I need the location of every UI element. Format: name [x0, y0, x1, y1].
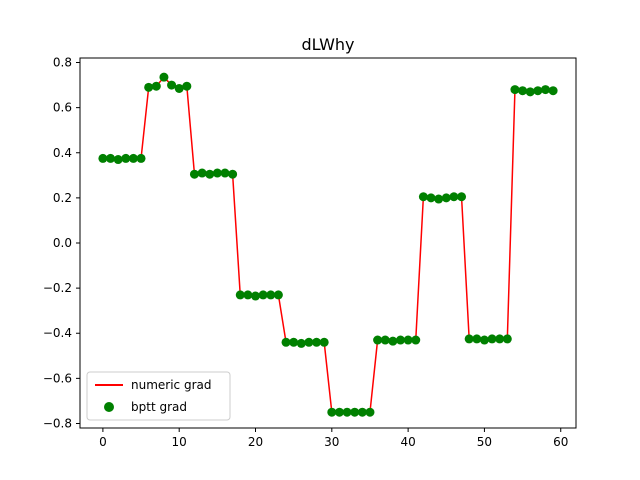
x-tick-label: 30 — [324, 435, 339, 449]
plot-area — [80, 58, 576, 428]
y-tick-label: 0.2 — [53, 191, 72, 205]
x-tick-label: 40 — [400, 435, 415, 449]
x-tick-label: 20 — [248, 435, 263, 449]
y-tick-label: −0.2 — [43, 281, 72, 295]
data-point-bptt-grad — [525, 87, 535, 97]
data-point-bptt-grad — [258, 290, 268, 300]
data-point-bptt-grad — [167, 80, 177, 90]
data-point-bptt-grad — [235, 290, 245, 300]
data-point-bptt-grad — [487, 334, 497, 344]
data-point-bptt-grad — [251, 291, 261, 301]
data-point-bptt-grad — [98, 153, 108, 163]
data-point-bptt-grad — [411, 335, 421, 345]
data-point-bptt-grad — [243, 290, 253, 300]
data-point-bptt-grad — [426, 193, 436, 203]
data-point-bptt-grad — [357, 407, 367, 417]
legend-swatch-bptt-grad — [104, 402, 114, 412]
data-point-bptt-grad — [304, 337, 314, 347]
data-point-bptt-grad — [136, 153, 146, 163]
data-point-bptt-grad — [342, 407, 352, 417]
data-point-bptt-grad — [228, 169, 238, 179]
data-point-bptt-grad — [121, 153, 131, 163]
data-point-bptt-grad — [182, 81, 192, 91]
data-point-bptt-grad — [327, 407, 337, 417]
data-point-bptt-grad — [128, 153, 138, 163]
data-point-bptt-grad — [472, 334, 482, 344]
data-point-bptt-grad — [189, 169, 199, 179]
legend: numeric grad bptt grad — [86, 371, 231, 421]
data-point-bptt-grad — [159, 72, 169, 82]
y-tick-label: 0.0 — [53, 236, 72, 250]
data-point-bptt-grad — [533, 86, 543, 96]
data-point-bptt-grad — [106, 153, 116, 163]
x-tick-label: 60 — [553, 435, 568, 449]
data-point-bptt-grad — [319, 337, 329, 347]
x-tick-label: 0 — [99, 435, 107, 449]
data-point-bptt-grad — [312, 337, 322, 347]
y-tick-label: 0.8 — [53, 56, 72, 70]
data-point-bptt-grad — [457, 192, 467, 202]
data-point-bptt-grad — [434, 194, 444, 204]
data-point-bptt-grad — [350, 407, 360, 417]
data-point-bptt-grad — [495, 334, 505, 344]
data-point-bptt-grad — [220, 168, 230, 178]
legend-label-numeric-grad: numeric grad — [131, 378, 211, 392]
y-tick-label: 0.6 — [53, 101, 72, 115]
data-point-bptt-grad — [464, 334, 474, 344]
y-tick-label: −0.6 — [43, 371, 72, 385]
data-point-bptt-grad — [289, 337, 299, 347]
data-point-bptt-grad — [174, 83, 184, 93]
data-point-bptt-grad — [418, 192, 428, 202]
data-point-bptt-grad — [334, 407, 344, 417]
data-point-bptt-grad — [479, 335, 489, 345]
data-point-bptt-grad — [449, 192, 459, 202]
data-point-bptt-grad — [373, 335, 383, 345]
y-tick-label: 0.4 — [53, 146, 72, 160]
x-tick-label: 50 — [477, 435, 492, 449]
series-layer — [98, 72, 558, 417]
data-point-bptt-grad — [266, 290, 276, 300]
data-point-bptt-grad — [502, 334, 512, 344]
data-point-bptt-grad — [281, 337, 291, 347]
data-point-bptt-grad — [197, 168, 207, 178]
data-point-bptt-grad — [365, 407, 375, 417]
data-point-bptt-grad — [518, 86, 528, 96]
data-point-bptt-grad — [510, 85, 520, 95]
x-tick-label: 10 — [172, 435, 187, 449]
data-point-bptt-grad — [151, 81, 161, 91]
legend-label-bptt-grad: bptt grad — [131, 400, 187, 414]
data-point-bptt-grad — [388, 336, 398, 346]
data-point-bptt-grad — [144, 82, 154, 92]
chart-title: dLWhy — [301, 35, 354, 54]
data-point-bptt-grad — [205, 169, 215, 179]
data-point-bptt-grad — [395, 335, 405, 345]
data-point-bptt-grad — [548, 86, 558, 96]
data-point-bptt-grad — [403, 335, 413, 345]
x-axis: 0 10 20 30 40 50 60 — [99, 428, 568, 449]
data-point-bptt-grad — [113, 155, 123, 165]
y-axis: −0.8 −0.6 −0.4 −0.2 0.0 0.2 0.4 0.6 0.8 — [43, 56, 80, 430]
data-point-bptt-grad — [296, 338, 306, 348]
y-tick-label: −0.4 — [43, 326, 72, 340]
y-tick-label: −0.8 — [43, 416, 72, 430]
data-point-bptt-grad — [273, 290, 283, 300]
data-point-bptt-grad — [441, 193, 451, 203]
data-point-bptt-grad — [540, 85, 550, 95]
data-point-bptt-grad — [212, 168, 222, 178]
data-point-bptt-grad — [380, 335, 390, 345]
